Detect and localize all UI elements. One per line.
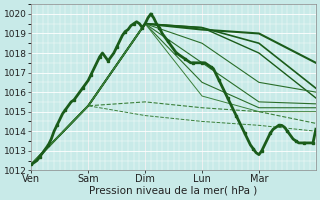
X-axis label: Pression niveau de la mer( hPa ): Pression niveau de la mer( hPa ) — [90, 186, 258, 196]
